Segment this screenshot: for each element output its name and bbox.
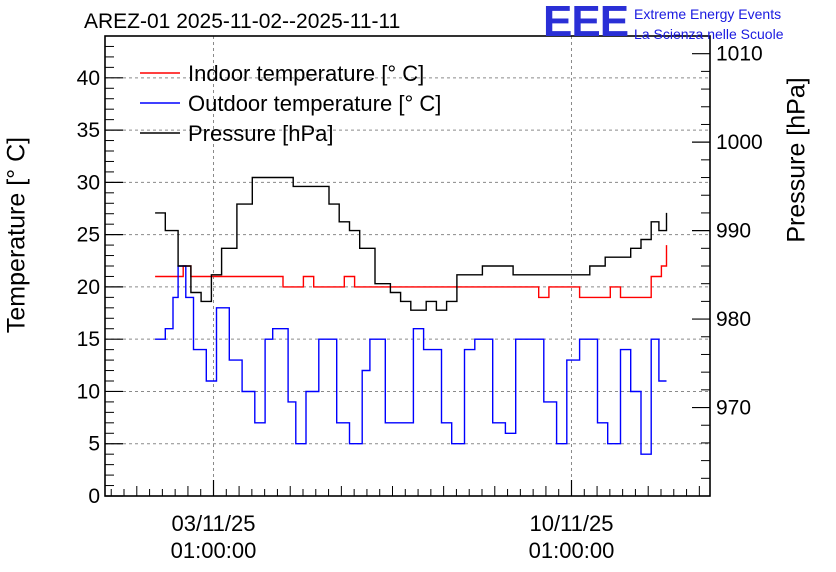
y-left-tick-label: 10: [77, 380, 100, 403]
legend-label: Outdoor temperature [° C]: [188, 91, 441, 116]
eee-logo-mark: EEE: [543, 0, 629, 46]
y-right-tick-label: 980: [716, 308, 751, 331]
y-left-tick-label: 0: [88, 485, 100, 508]
logo-line-2: La Scienza nelle Scuole: [634, 26, 784, 42]
y-axis-right-label-box: Pressure [hPa]: [782, 40, 812, 280]
x-tick-label-date: 03/11/25: [171, 511, 255, 536]
y-left-tick-label: 35: [77, 119, 100, 142]
y-left-tick-label: 40: [77, 67, 100, 90]
y-right-tick-label: 1000: [716, 131, 763, 154]
y-left-tick-label: 5: [88, 433, 100, 456]
x-tick-label-time: 01:00:00: [171, 538, 257, 563]
legend-label: Pressure [hPa]: [188, 121, 334, 146]
y-right-tick-label: 1010: [716, 43, 763, 66]
y-right-tick-label: 990: [716, 220, 751, 243]
series-line-pressure-hpa: [155, 176, 668, 311]
data-series: [155, 176, 668, 455]
y-axis-left-label-box: Temperature [° C]: [2, 137, 32, 333]
series-line-outdoor-temperature-c: [155, 265, 667, 455]
y-left-tick-label: 25: [77, 224, 100, 247]
x-tick-label-date: 10/11/25: [529, 511, 613, 536]
eee-logo: EEE Extreme Energy Events La Scienza nel…: [543, 0, 783, 46]
chart-title: AREZ-01 2025-11-02--2025-11-11: [84, 10, 401, 33]
eee-logo-text: Extreme Energy Events La Scienza nelle S…: [634, 4, 783, 44]
axes: 0 5 10 15 20 25 30 35 40 970 980 990 1000 1010 03/11/2…: [77, 35, 763, 563]
y-left-tick-label: 20: [77, 276, 100, 299]
x-tick-label-time: 01:00:00: [529, 538, 615, 563]
logo-line-1: Extreme Energy Events: [634, 6, 782, 22]
y-axis-left-label: Temperature [° C]: [2, 136, 31, 334]
y-right-tick-label: 970: [716, 397, 751, 420]
y-axis-right-label: Pressure [hPa]: [782, 77, 811, 243]
legend-label: Indoor temperature [° C]: [188, 61, 424, 86]
y-left-tick-label: 15: [77, 328, 100, 351]
legend: Indoor temperature [° C] Outdoor temperat…: [140, 61, 441, 146]
y-left-tick-label: 30: [77, 171, 100, 194]
